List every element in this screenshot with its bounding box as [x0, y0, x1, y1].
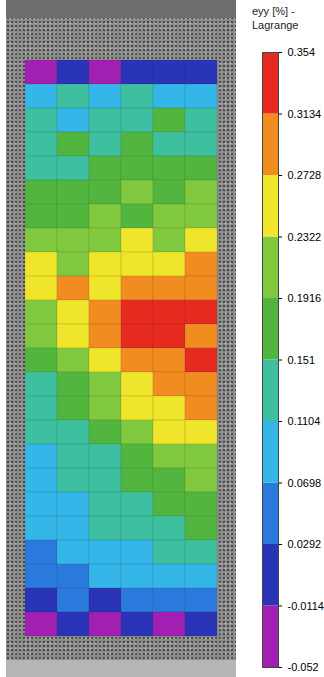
- svg-text:0.2322: 0.2322: [288, 231, 322, 243]
- svg-text:0.1916: 0.1916: [288, 292, 322, 304]
- svg-text:-0.0114: -0.0114: [288, 600, 324, 612]
- html-text:Lagrange: Lagrange: [252, 19, 299, 31]
- svg-text:0.354: 0.354: [288, 46, 316, 58]
- svg-text:0.0698: 0.0698: [288, 477, 322, 489]
- svg-text:0.3134: 0.3134: [288, 108, 322, 120]
- svg-text:0.0292: 0.0292: [288, 538, 322, 550]
- svg-text:0.1104: 0.1104: [288, 415, 321, 427]
- html-text:eyy [%] -: eyy [%] -: [252, 5, 295, 17]
- svg-text:0.2728: 0.2728: [288, 169, 322, 181]
- svg-text:-0.052: -0.052: [288, 661, 319, 673]
- svg-text:0.151: 0.151: [288, 354, 316, 366]
